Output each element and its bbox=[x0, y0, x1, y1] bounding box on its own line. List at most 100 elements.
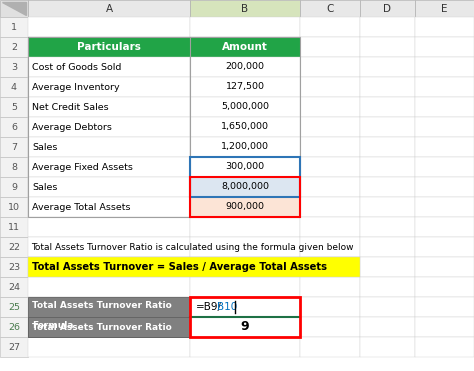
Bar bbox=[190, 157, 300, 177]
Text: Amount: Amount bbox=[222, 42, 268, 52]
Text: 24: 24 bbox=[8, 282, 20, 292]
Bar bbox=[360, 137, 415, 157]
Bar bbox=[190, 57, 300, 77]
Bar bbox=[300, 97, 360, 117]
Text: A: A bbox=[105, 3, 112, 13]
Text: 1: 1 bbox=[11, 23, 17, 32]
Text: Average Total Assets: Average Total Assets bbox=[32, 203, 130, 211]
Text: 8: 8 bbox=[11, 162, 17, 171]
Text: 300,000: 300,000 bbox=[226, 162, 264, 171]
Bar bbox=[190, 197, 300, 217]
Text: E: E bbox=[441, 3, 448, 13]
Bar bbox=[415, 317, 474, 337]
Text: 25: 25 bbox=[8, 302, 20, 312]
Bar bbox=[28, 57, 190, 77]
Bar bbox=[300, 217, 360, 237]
Bar bbox=[190, 157, 300, 197]
Text: 5,000,000: 5,000,000 bbox=[221, 102, 269, 112]
Bar bbox=[415, 0, 474, 17]
Text: 10: 10 bbox=[8, 203, 20, 211]
Text: 3: 3 bbox=[11, 62, 17, 72]
Bar bbox=[0, 217, 28, 237]
Bar bbox=[190, 257, 300, 277]
Bar bbox=[360, 97, 415, 117]
Bar bbox=[190, 237, 300, 257]
Text: 1,650,000: 1,650,000 bbox=[221, 122, 269, 131]
Bar bbox=[300, 197, 360, 217]
Text: =B9/: =B9/ bbox=[196, 302, 222, 312]
Bar bbox=[300, 17, 360, 37]
Text: 11: 11 bbox=[8, 223, 20, 232]
Bar bbox=[28, 117, 190, 137]
Text: 8,000,000: 8,000,000 bbox=[221, 183, 269, 191]
Bar bbox=[360, 117, 415, 137]
Bar bbox=[28, 117, 190, 137]
Bar bbox=[360, 217, 415, 237]
Bar bbox=[190, 217, 300, 237]
Bar bbox=[28, 157, 190, 177]
Bar bbox=[300, 137, 360, 157]
Bar bbox=[0, 17, 28, 37]
Bar bbox=[190, 97, 300, 117]
Bar bbox=[0, 237, 28, 257]
Bar bbox=[28, 257, 190, 277]
Bar bbox=[190, 0, 300, 17]
Bar bbox=[28, 297, 190, 317]
Bar bbox=[300, 297, 360, 317]
Bar bbox=[28, 317, 190, 337]
Bar bbox=[360, 17, 415, 37]
Bar bbox=[415, 37, 474, 57]
Bar bbox=[300, 157, 360, 177]
Bar bbox=[190, 317, 300, 337]
Bar bbox=[300, 117, 360, 137]
Bar bbox=[28, 237, 190, 257]
Bar bbox=[28, 137, 190, 157]
Text: Particulars: Particulars bbox=[77, 42, 141, 52]
Bar bbox=[0, 297, 28, 317]
Bar bbox=[415, 117, 474, 137]
Bar bbox=[190, 337, 300, 357]
Text: Total Assets Turnover Ratio: Total Assets Turnover Ratio bbox=[32, 302, 172, 311]
Bar bbox=[190, 97, 300, 117]
Bar bbox=[190, 77, 300, 97]
Bar bbox=[300, 237, 360, 257]
Bar bbox=[28, 317, 190, 337]
Bar bbox=[300, 337, 360, 357]
Bar bbox=[28, 17, 190, 37]
Bar bbox=[190, 137, 300, 157]
Bar bbox=[28, 77, 190, 97]
Text: Average Fixed Assets: Average Fixed Assets bbox=[32, 162, 133, 171]
Bar bbox=[28, 137, 190, 157]
Text: Average Inventory: Average Inventory bbox=[32, 82, 119, 92]
Bar bbox=[190, 157, 300, 177]
Bar bbox=[0, 77, 28, 97]
Bar bbox=[190, 57, 300, 77]
Bar bbox=[28, 97, 190, 117]
Bar bbox=[28, 277, 190, 297]
Bar bbox=[190, 277, 300, 297]
Bar bbox=[190, 117, 300, 137]
Bar bbox=[300, 37, 360, 57]
Bar bbox=[415, 217, 474, 237]
Bar bbox=[190, 317, 300, 337]
Bar bbox=[28, 97, 190, 117]
Bar bbox=[190, 297, 300, 317]
Bar bbox=[190, 177, 300, 197]
Bar bbox=[360, 157, 415, 177]
Bar bbox=[28, 37, 190, 57]
Bar bbox=[360, 337, 415, 357]
Text: 6: 6 bbox=[11, 122, 17, 131]
Bar bbox=[300, 57, 360, 77]
Text: Average Debtors: Average Debtors bbox=[32, 122, 112, 131]
Bar bbox=[28, 197, 190, 217]
Text: 2: 2 bbox=[11, 43, 17, 52]
Bar bbox=[300, 277, 360, 297]
Bar bbox=[0, 177, 28, 197]
Bar bbox=[415, 297, 474, 317]
Text: 23: 23 bbox=[8, 263, 20, 272]
Text: Total Assets Turnover = Sales / Average Total Assets: Total Assets Turnover = Sales / Average … bbox=[32, 262, 327, 272]
Bar bbox=[28, 77, 190, 97]
Bar bbox=[0, 317, 28, 337]
Bar bbox=[415, 17, 474, 37]
Bar bbox=[0, 277, 28, 297]
